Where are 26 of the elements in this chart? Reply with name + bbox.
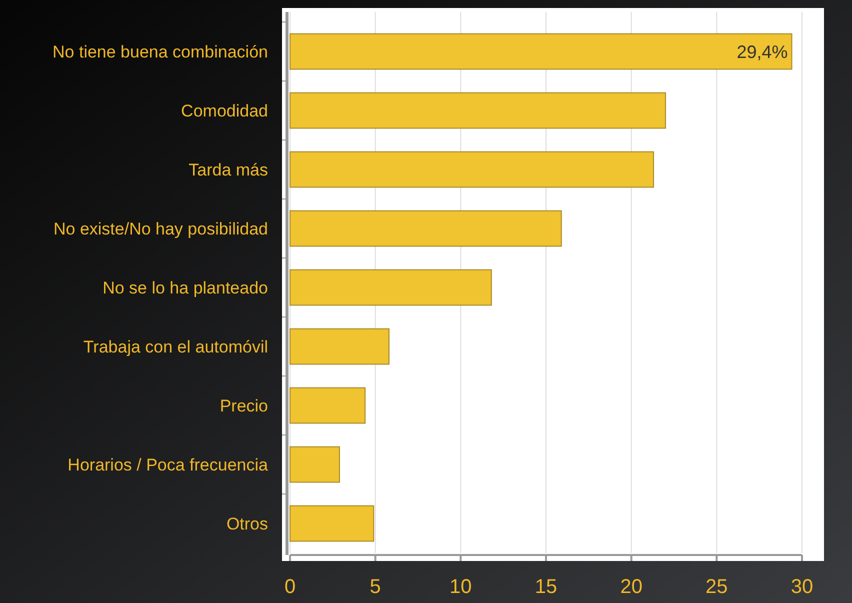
x-tick-label: 10 (450, 576, 472, 598)
x-tick-label: 20 (620, 576, 642, 598)
bar (290, 505, 374, 542)
y-tick-label: Precio (220, 396, 268, 416)
bar (290, 92, 666, 129)
bar (290, 33, 792, 70)
x-tick-label: 5 (370, 576, 381, 598)
bar (290, 328, 390, 365)
bar (290, 269, 492, 306)
y-tick-label: Trabaja con el automóvil (83, 337, 268, 356)
y-tick-label: No existe/No hay posibilidad (53, 219, 268, 238)
y-tick-label: Otros (226, 514, 268, 534)
bar (290, 387, 366, 424)
y-tick-label: No se lo ha planteado (102, 278, 268, 298)
x-tick-label: 15 (534, 576, 558, 598)
x-tick-label: 30 (790, 576, 814, 598)
bar (290, 210, 562, 247)
bar (290, 151, 654, 188)
x-tick-label: 0 (284, 576, 296, 598)
y-tick-label: No tiene buena combinación (52, 42, 268, 62)
y-tick-label: Horarios / Poca frecuencia (68, 455, 269, 474)
bar (290, 446, 340, 483)
x-tick-label: 25 (706, 576, 728, 598)
y-tick-label: Comodidad (181, 101, 268, 120)
data-label: 29,4% (736, 42, 788, 62)
y-tick-label: Tarda más (188, 160, 268, 180)
